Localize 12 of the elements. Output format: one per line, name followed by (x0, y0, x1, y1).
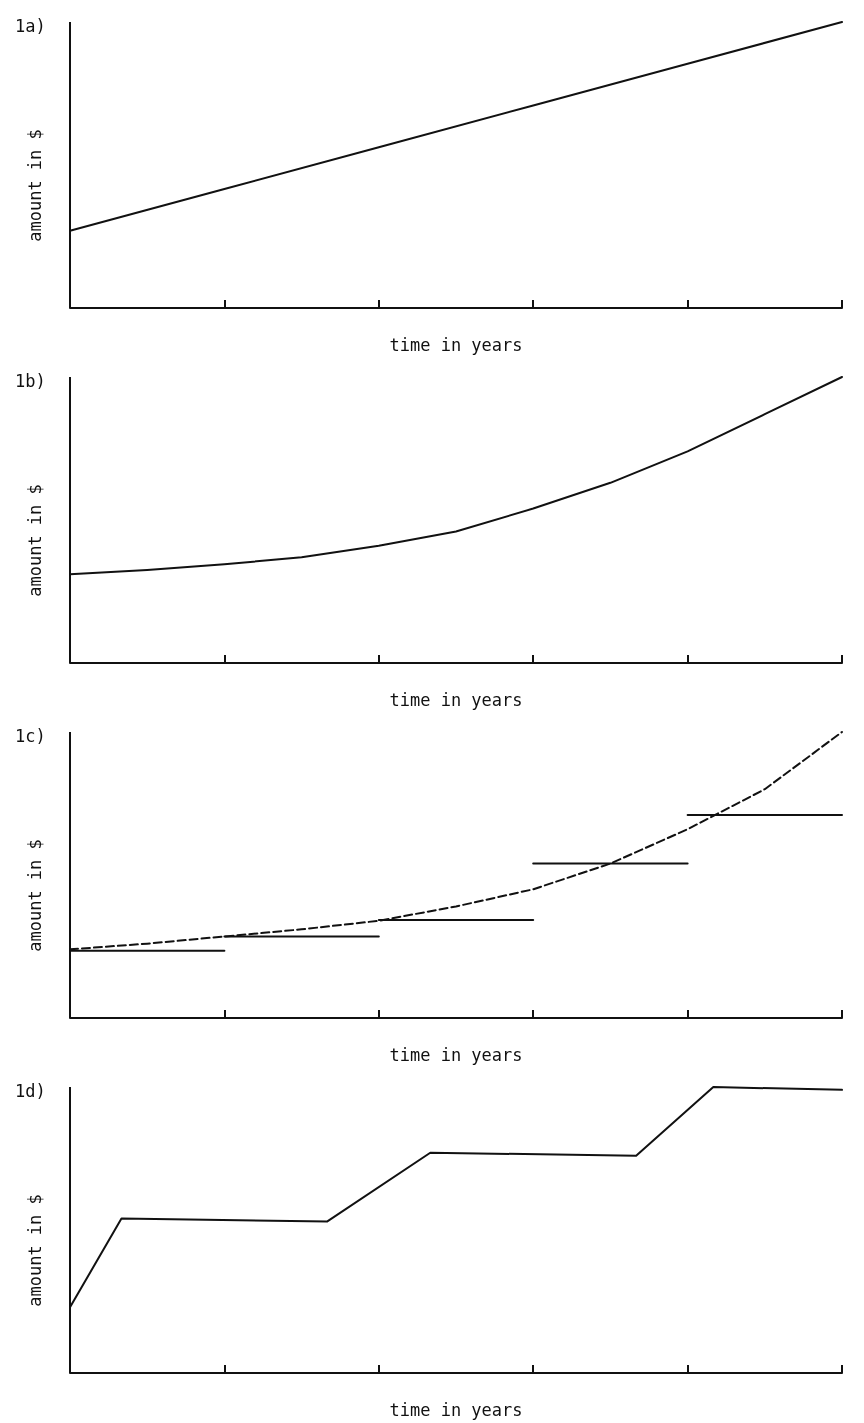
y-axis-title: amount in $ (24, 484, 45, 597)
x-axis-title: time in years (389, 689, 523, 710)
x-axis-title: time in years (389, 334, 523, 355)
y-axis-title: amount in $ (24, 129, 45, 242)
x-axis-title: time in years (389, 1399, 523, 1420)
x-axis-title: time in years (389, 1044, 523, 1065)
y-axis-title: amount in $ (24, 1194, 45, 1307)
chart-title: 1b) (15, 370, 46, 391)
chart-title: 1d) (15, 1080, 46, 1101)
y-axis-title: amount in $ (24, 839, 45, 952)
chart-title: 1a) (15, 15, 46, 36)
chart-title: 1c) (15, 725, 46, 746)
